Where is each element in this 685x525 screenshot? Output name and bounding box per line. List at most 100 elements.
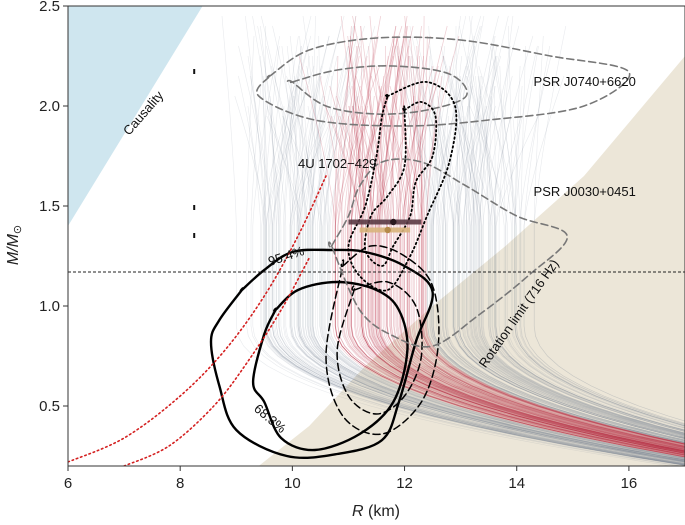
eos-curve: [474, 85, 685, 435]
eos-curve: [247, 105, 685, 466]
error-bar-point: [384, 226, 391, 234]
eos-curve: [473, 35, 685, 436]
eos-curve: [425, 115, 685, 444]
eos-curve: [272, 35, 685, 465]
eos-curve: [357, 105, 685, 450]
eos-curve: [297, 15, 685, 462]
eos-curve: [269, 95, 685, 465]
annotation-psr-j0740-6620: PSR J0740+6620: [534, 74, 636, 89]
eos-curve: [407, 65, 685, 447]
contour-j0030-95: [325, 244, 440, 436]
eos-curve: [439, 115, 685, 438]
eos-curve: [476, 45, 685, 435]
eos-curve: [324, 15, 685, 459]
eos-curve: [520, 45, 685, 425]
eos-curve: [448, 65, 685, 435]
eos-curve: [469, 105, 685, 428]
eos-curve: [348, 45, 685, 456]
eos-curve: [316, 25, 685, 460]
eos-curve: [478, 65, 685, 426]
eos-curve: [266, 45, 685, 463]
eos-curve: [403, 35, 685, 448]
eos-curve: [303, 25, 685, 462]
eos-curve: [453, 55, 685, 439]
eos-curve: [443, 115, 685, 441]
eos-curve: [455, 15, 685, 439]
eos-curve: [406, 35, 685, 441]
eos-curve: [310, 15, 685, 461]
eos-curve: [329, 85, 685, 454]
eos-curve: [276, 35, 685, 465]
eos-curve: [410, 35, 685, 445]
eos-curve: [467, 75, 685, 437]
eos-curve: [409, 55, 685, 445]
eos-curve: [477, 75, 685, 432]
eos-curve: [306, 65, 685, 458]
eos-curve: [423, 35, 685, 445]
point-marker: [193, 233, 196, 238]
eos-curve: [432, 25, 685, 443]
eos-curve: [395, 35, 685, 447]
eos-curve: [493, 15, 685, 431]
eos-curve: [468, 15, 685, 431]
eos-curve: [447, 85, 685, 441]
contour-j0740-inner: [286, 65, 468, 115]
eos-curve: [311, 55, 685, 460]
eos-curve: [415, 35, 685, 439]
eos-curve: [368, 45, 685, 452]
eos-curve: [386, 105, 685, 448]
eos-curve: [262, 75, 685, 466]
contour-dotted-outer: [347, 81, 458, 292]
contour-u4-68: [251, 280, 409, 452]
eos-curve: [512, 115, 685, 425]
eos-curve: [396, 65, 685, 449]
eos-curve: [351, 85, 685, 453]
eos-curve: [370, 35, 685, 453]
eos-curve: [352, 105, 685, 451]
eos-curve: [238, 45, 685, 465]
eos-curve: [462, 115, 685, 435]
eos-curve: [378, 25, 685, 452]
eos-curve: [221, 15, 671, 466]
x-tick-label: 16: [621, 475, 638, 492]
eos-curve: [266, 105, 685, 462]
eos-curve: [443, 55, 685, 434]
eos-curve: [495, 115, 685, 431]
eos-curve: [262, 45, 685, 466]
eos-curve: [260, 55, 685, 465]
eos-curve: [472, 75, 685, 436]
eos-curve: [361, 85, 685, 454]
eos-curve: [436, 15, 685, 442]
eos-curve: [437, 95, 685, 441]
eos-curve: [319, 45, 685, 460]
eos-curve: [332, 25, 685, 458]
eos-curve: [298, 115, 685, 460]
eos-curve: [298, 75, 685, 462]
eos-curve: [395, 45, 685, 444]
x-axis-title-unit: (km): [364, 503, 400, 520]
eos-curve: [294, 95, 685, 462]
eos-curve: [470, 15, 685, 436]
eos-curve: [328, 95, 685, 459]
eos-curve: [348, 95, 685, 456]
error-bar-point: [390, 218, 397, 226]
eos-curve: [385, 45, 685, 451]
eos-curve: [482, 75, 685, 434]
eos-curve: [434, 105, 685, 438]
eos-curve: [431, 65, 685, 443]
eos-curve: [261, 85, 685, 466]
eos-curve: [370, 75, 685, 449]
eos-curve: [406, 55, 685, 447]
eos-curve: [376, 25, 685, 452]
eos-curve: [409, 25, 685, 441]
eos-curve: [399, 35, 685, 449]
eos-curve: [433, 105, 685, 440]
eos-curve: [413, 96, 685, 446]
eos-curve: [252, 15, 685, 464]
x-tick-label: 10: [284, 475, 301, 492]
eos-curve: [479, 55, 685, 434]
eos-curve: [304, 95, 685, 461]
eos-curve: [431, 65, 685, 443]
eos-curve: [281, 45, 685, 462]
eos-curve: [266, 45, 685, 466]
